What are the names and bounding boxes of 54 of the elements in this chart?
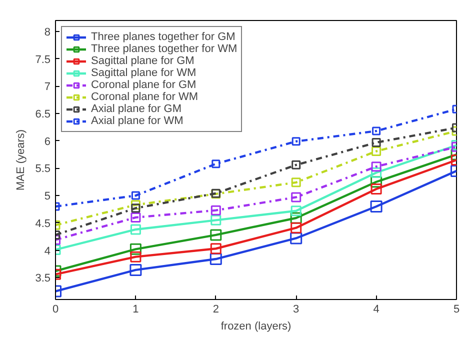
point xyxy=(210,243,222,254)
point xyxy=(372,126,381,136)
point xyxy=(210,253,222,266)
legend-label: Sagittal plane for GM xyxy=(91,55,194,67)
y-tick-label: 8 xyxy=(44,26,51,38)
point xyxy=(130,224,141,235)
point xyxy=(292,137,300,146)
legend-label: Sagittal plane for WM xyxy=(91,67,196,79)
point xyxy=(370,176,382,188)
point xyxy=(210,205,221,216)
x-tick-label: 0 xyxy=(52,304,59,316)
point xyxy=(130,251,142,262)
point xyxy=(212,160,220,168)
point xyxy=(371,167,382,178)
point xyxy=(372,138,381,147)
point xyxy=(130,264,142,276)
point xyxy=(130,243,142,255)
point xyxy=(370,200,382,212)
point xyxy=(290,222,302,234)
point xyxy=(370,183,382,194)
point xyxy=(210,229,222,241)
point xyxy=(131,204,140,213)
y-tick-label: 4 xyxy=(44,245,51,258)
point xyxy=(292,160,301,170)
y-tick-label: 3.5 xyxy=(35,272,51,285)
legend-label: Three planes together for WM xyxy=(91,43,238,55)
x-tick-label: 4 xyxy=(373,304,380,316)
y-tick-label: 5 xyxy=(44,190,51,203)
x-tick-label: 3 xyxy=(293,304,300,316)
x-tick-label: 1 xyxy=(132,304,139,316)
x-axis-title: frozen (layers) xyxy=(220,320,292,332)
y-tick-label: 4.5 xyxy=(35,218,51,230)
y-tick-label: 6 xyxy=(44,136,51,148)
legend-label: Axial plane for GM xyxy=(91,103,182,115)
y-tick-label: 7.5 xyxy=(35,54,51,66)
legend-label: Coronal plane for WM xyxy=(91,91,198,103)
legend-label: Axial plane for WM xyxy=(91,115,184,127)
point xyxy=(210,214,222,226)
y-tick-label: 7 xyxy=(44,81,51,94)
point xyxy=(291,178,301,188)
point xyxy=(291,192,302,202)
y-tick-label: 6.5 xyxy=(35,108,51,120)
x-tick-label: 2 xyxy=(212,304,219,316)
point xyxy=(130,212,141,222)
y-axis-title: MAE (years) xyxy=(15,129,28,191)
point xyxy=(290,212,302,224)
point xyxy=(131,191,140,200)
legend-label: Three planes together for GM xyxy=(91,31,236,43)
point xyxy=(290,206,302,216)
y-tick-label: 5.5 xyxy=(35,163,51,176)
point xyxy=(372,146,382,156)
legend-label: Coronal plane for GM xyxy=(91,79,196,91)
x-tick-label: 5 xyxy=(453,304,460,316)
point xyxy=(371,162,382,172)
